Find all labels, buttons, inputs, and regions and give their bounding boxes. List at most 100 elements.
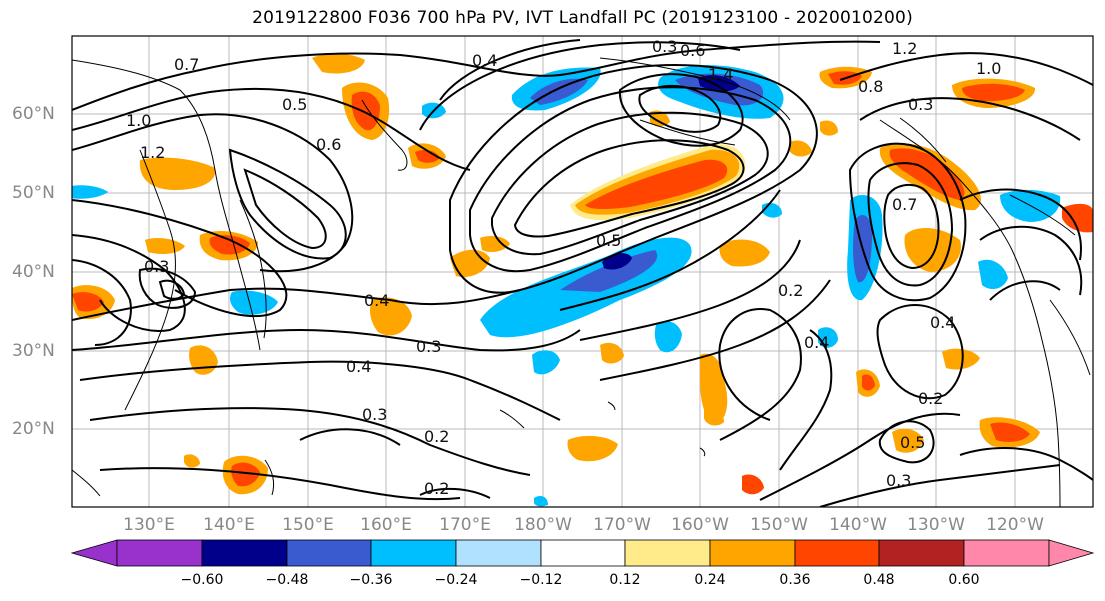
colorbar-segment: [794, 539, 880, 567]
colorbar-segment: [370, 539, 457, 567]
positive-anomaly-region: [892, 428, 924, 453]
contour-label: 0.2: [918, 389, 943, 408]
contour-label: 0.4: [364, 291, 389, 310]
colorbar-tick-label: 0.60: [948, 572, 980, 588]
colorbar-segment: [201, 539, 288, 567]
lat-label: 20°N: [12, 419, 55, 439]
contour-label: 0.5: [596, 231, 621, 250]
colorbar-tick-label: −0.36: [349, 572, 393, 588]
positive-anomaly-region: [209, 235, 250, 255]
positive-anomaly-region: [139, 157, 216, 190]
contour-label: 1.2: [140, 143, 165, 162]
negative-anomaly-region: [532, 350, 560, 375]
negative-anomaly-region: [534, 496, 548, 507]
contour-label: 0.4: [804, 333, 829, 352]
positive-anomaly-region: [312, 53, 365, 74]
colorbar-segment: [286, 539, 372, 567]
positive-anomaly-region: [370, 297, 412, 336]
negative-anomaly-region: [72, 185, 108, 199]
contour-label: 0.3: [886, 471, 911, 490]
colorbar-segment: [455, 539, 542, 567]
positive-anomaly-region: [585, 159, 728, 210]
pv-contours: [72, 39, 1093, 507]
positive-anomaly-region: [415, 150, 440, 163]
colorbar-tick-label: 0.24: [694, 572, 726, 588]
positive-anomaly-region: [719, 239, 770, 267]
lon-label: 120°W: [986, 515, 1044, 535]
lat-label: 30°N: [12, 341, 55, 361]
colorbar-segment: [963, 539, 1050, 567]
colorbar-segment: [709, 539, 796, 567]
map-title: 2019122800 F036 700 hPa PV, IVT Landfall…: [252, 8, 913, 28]
contour-label: 0.4: [472, 51, 497, 70]
positive-anomaly-region: [600, 342, 624, 364]
contour-label: 1.0: [976, 59, 1001, 78]
positive-anomaly-region: [990, 422, 1030, 442]
positive-anomaly-region: [351, 91, 380, 131]
contour-label: 0.4: [346, 357, 371, 376]
contour-label: 0.2: [778, 281, 803, 300]
positive-anomaly-region: [231, 462, 260, 487]
colorbar-tick-label: 0.36: [779, 572, 811, 588]
colorbar-tick-label: −0.60: [180, 572, 224, 588]
lon-label: 160°E: [360, 515, 412, 535]
colorbar-extend-max: [1048, 539, 1095, 567]
positive-anomaly-region: [962, 83, 1025, 102]
negative-anomaly-region: [698, 75, 740, 92]
colorbar-tick-label: 0.12: [609, 572, 641, 588]
contour-label: 0.3: [362, 405, 387, 424]
contour-label: 0.6: [316, 135, 341, 154]
contour-label: 1.2: [892, 39, 917, 58]
colorbar-tick-label: 0.48: [863, 572, 895, 588]
colorbar-tick-label: −0.24: [434, 572, 478, 588]
contour-label-group: 0.7 0.4 0.3 0.6 1.2 1.0 0.8 1.4 0.5 0.6 …: [126, 37, 1001, 498]
lon-label: 170°W: [593, 515, 651, 535]
contour-label: 0.2: [424, 479, 449, 498]
map-frame: [71, 35, 1094, 508]
contour-label: 0.5: [282, 95, 307, 114]
positive-anomaly-region: [1062, 203, 1093, 233]
positive-anomaly-region: [904, 228, 961, 272]
lon-label: 150°W: [750, 515, 808, 535]
colorbar-tick-label: −0.48: [265, 572, 309, 588]
lon-label: 180°W: [514, 515, 572, 535]
lon-label: 140°E: [203, 515, 255, 535]
positive-anomaly-region: [704, 406, 724, 426]
positive-anomaly-region: [184, 454, 200, 468]
contour-label: 1.0: [126, 111, 151, 130]
positive-anomaly-region: [567, 435, 618, 462]
negative-anomaly-region: [654, 321, 682, 353]
lon-label: 140°W: [829, 515, 887, 535]
negative-anomaly-region: [560, 250, 658, 292]
contour-label: 0.4: [930, 313, 955, 332]
contour-label: 0.7: [892, 195, 917, 214]
contour-label: 0.7: [174, 55, 199, 74]
positive-anomaly-region: [820, 120, 838, 136]
colorbar-segment: [116, 539, 203, 567]
positive-anomaly-region: [862, 374, 875, 391]
positive-anomaly-region: [790, 140, 812, 157]
contour-label: 0.3: [144, 257, 169, 276]
lon-label: 150°E: [282, 515, 334, 535]
positive-anomaly-region: [72, 292, 104, 312]
lat-label: 50°N: [12, 183, 55, 203]
lon-label: 130°W: [907, 515, 965, 535]
lat-label: 40°N: [12, 262, 55, 282]
positive-anomaly-region: [650, 110, 670, 127]
colorbar: [70, 539, 1095, 567]
coastlines: [72, 57, 1091, 507]
lat-label: 60°N: [12, 104, 55, 124]
contour-label: 0.2: [424, 427, 449, 446]
negative-anomaly-region: [530, 78, 588, 105]
colorbar-segment: [624, 539, 711, 567]
contour-label: 0.8: [858, 77, 883, 96]
contour-label: 0.5: [900, 433, 925, 452]
negative-anomaly-region: [978, 259, 1008, 290]
positive-anomaly-region: [700, 353, 728, 424]
contour-label: 0.3: [908, 95, 933, 114]
colorbar-segment: [878, 539, 965, 567]
positive-anomaly-region: [889, 148, 965, 200]
colorbar-extend-min: [70, 539, 118, 567]
positive-anomaly-region: [942, 348, 980, 370]
